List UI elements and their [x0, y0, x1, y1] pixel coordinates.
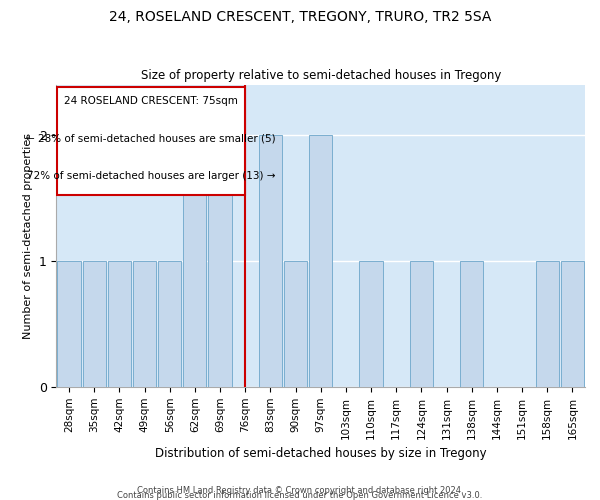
Text: Contains public sector information licensed under the Open Government Licence v3: Contains public sector information licen… — [118, 491, 482, 500]
Text: ← 28% of semi-detached houses are smaller (5): ← 28% of semi-detached houses are smalle… — [26, 134, 276, 143]
Bar — [83, 261, 106, 387]
Bar — [460, 261, 484, 387]
Bar — [133, 261, 156, 387]
Bar — [259, 135, 282, 387]
Text: 72% of semi-detached houses are larger (13) →: 72% of semi-detached houses are larger (… — [27, 172, 275, 181]
Bar — [58, 87, 245, 196]
Bar — [410, 261, 433, 387]
Bar — [183, 135, 206, 387]
Bar — [108, 261, 131, 387]
Bar — [536, 261, 559, 387]
Text: Contains HM Land Registry data © Crown copyright and database right 2024.: Contains HM Land Registry data © Crown c… — [137, 486, 463, 495]
X-axis label: Distribution of semi-detached houses by size in Tregony: Distribution of semi-detached houses by … — [155, 447, 487, 460]
Bar — [359, 261, 383, 387]
Bar — [208, 135, 232, 387]
Text: 24 ROSELAND CRESCENT: 75sqm: 24 ROSELAND CRESCENT: 75sqm — [64, 96, 238, 106]
Bar — [158, 261, 181, 387]
Bar — [309, 135, 332, 387]
Y-axis label: Number of semi-detached properties: Number of semi-detached properties — [23, 132, 33, 338]
Bar — [58, 261, 80, 387]
Bar — [561, 261, 584, 387]
Text: 24, ROSELAND CRESCENT, TREGONY, TRURO, TR2 5SA: 24, ROSELAND CRESCENT, TREGONY, TRURO, T… — [109, 10, 491, 24]
Bar — [284, 261, 307, 387]
Title: Size of property relative to semi-detached houses in Tregony: Size of property relative to semi-detach… — [140, 69, 501, 82]
